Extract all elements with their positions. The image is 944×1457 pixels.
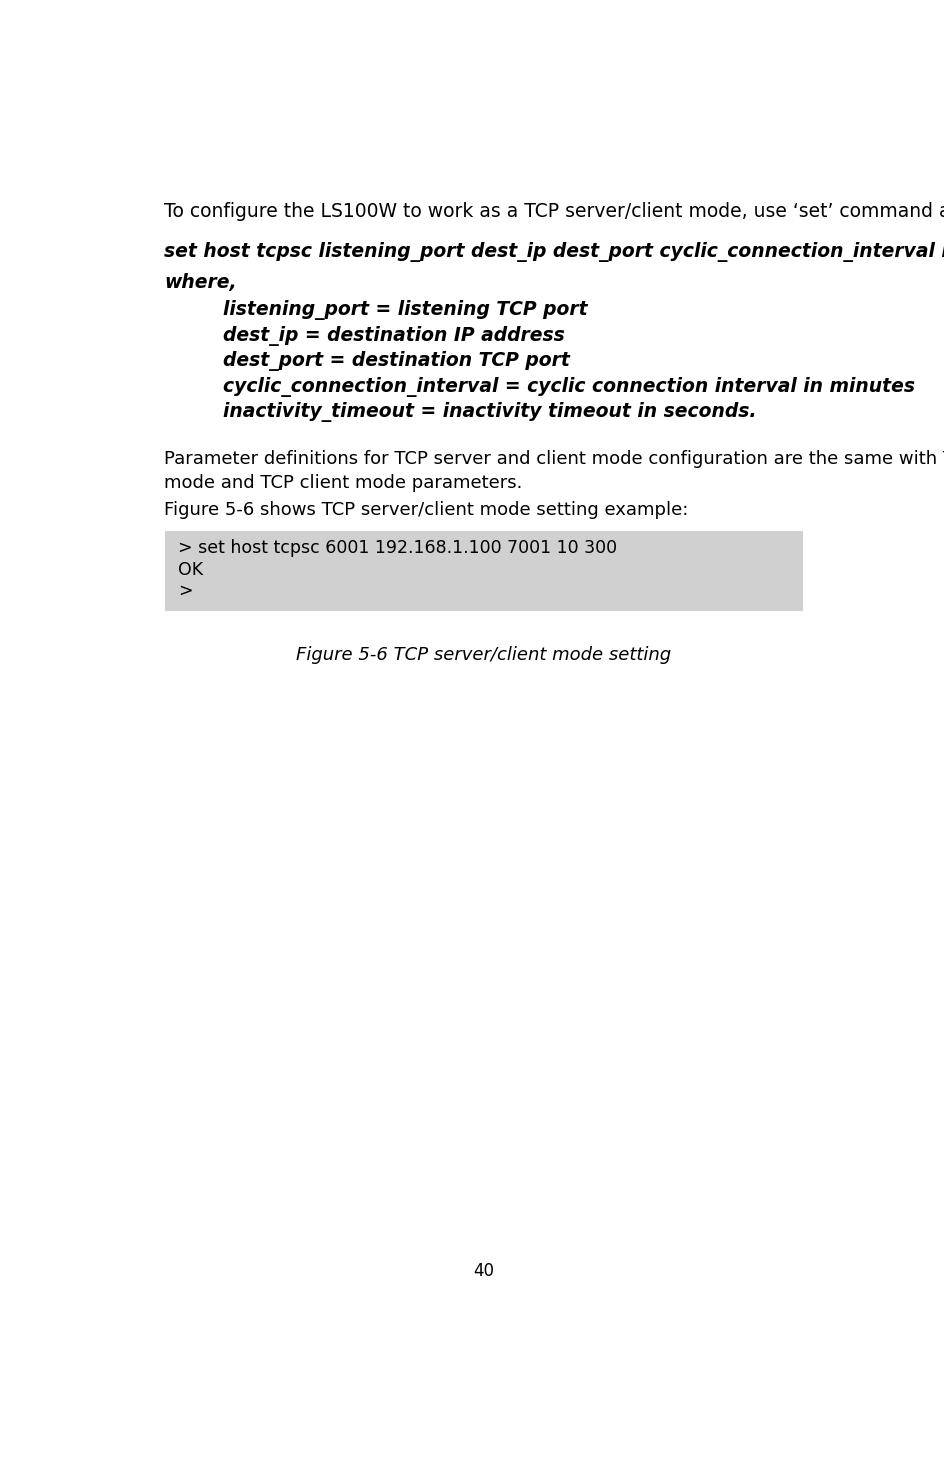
Text: >: > (178, 583, 194, 600)
Text: mode and TCP client mode parameters.: mode and TCP client mode parameters. (164, 474, 523, 491)
Text: Figure 5-6 TCP server/client mode setting: Figure 5-6 TCP server/client mode settin… (296, 645, 671, 664)
Text: Figure 5-6 shows TCP server/client mode setting example:: Figure 5-6 shows TCP server/client mode … (164, 501, 689, 519)
Text: cyclic_connection_interval = cyclic connection interval in minutes: cyclic_connection_interval = cyclic conn… (223, 376, 915, 396)
Text: > set host tcpsc 6001 192.168.1.100 7001 10 300: > set host tcpsc 6001 192.168.1.100 7001… (178, 539, 617, 557)
Text: dest_port = destination TCP port: dest_port = destination TCP port (223, 351, 569, 372)
Text: 40: 40 (473, 1262, 495, 1279)
Text: inactivity_timeout = inactivity timeout in seconds.: inactivity_timeout = inactivity timeout … (223, 402, 756, 423)
Text: dest_ip = destination IP address: dest_ip = destination IP address (223, 326, 565, 345)
Text: Parameter definitions for TCP server and client mode configuration are the same : Parameter definitions for TCP server and… (164, 450, 944, 469)
Text: To configure the LS100W to work as a TCP server/client mode, use ‘set’ command a: To configure the LS100W to work as a TCP… (164, 201, 944, 221)
Text: set host tcpsc listening_port dest_ip dest_port cyclic_connection_interval inact: set host tcpsc listening_port dest_ip de… (164, 242, 944, 262)
Text: OK: OK (178, 561, 204, 578)
Text: where,: where, (164, 272, 237, 291)
FancyBboxPatch shape (164, 532, 803, 612)
Text: listening_port = listening TCP port: listening_port = listening TCP port (223, 300, 587, 321)
